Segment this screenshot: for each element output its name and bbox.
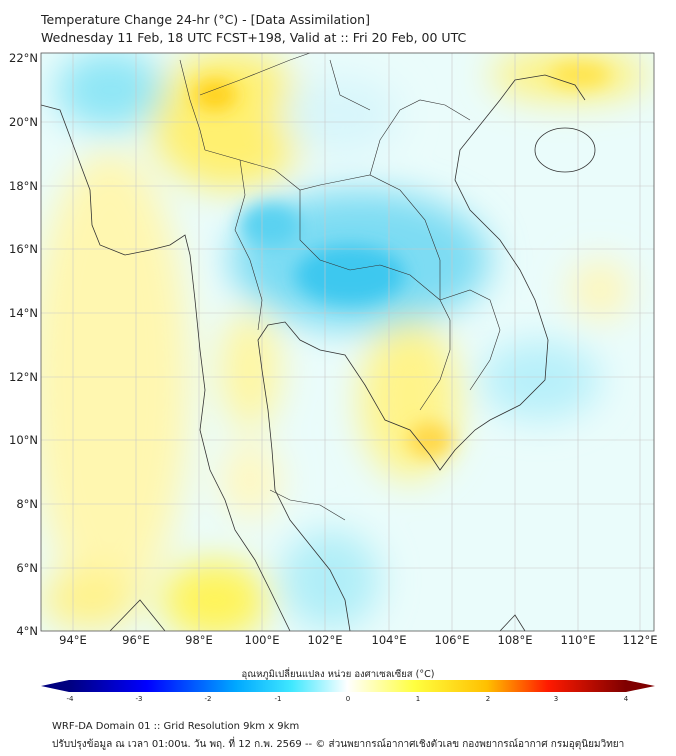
lat-label: 14°N: [9, 306, 38, 320]
lat-label: 8°N: [16, 497, 38, 511]
colorbar-tick: 0: [345, 695, 351, 703]
country-borders: [179, 53, 501, 521]
lon-label: 108°E: [497, 633, 533, 647]
colorbar-tick: -4: [66, 695, 74, 703]
lon-label: 104°E: [371, 633, 407, 647]
map-frame: [40, 52, 655, 632]
lon-label: 94°E: [59, 633, 87, 647]
colorbar-title: อุณหภูมิเปลี่ยนแปลง หน่วย องศาเซลเซียส (…: [241, 669, 435, 680]
lon-label: 102°E: [307, 633, 343, 647]
lat-label: 18°N: [9, 179, 38, 193]
footer-credit: ปรับปรุงข้อมูล ณ เวลา 01:00น. วัน พฤ. ที…: [52, 739, 625, 750]
colorbar: [41, 680, 655, 692]
lon-label: 98°E: [185, 633, 213, 647]
chart-title: Temperature Change 24-hr (°C) - [Data As…: [41, 12, 370, 27]
lat-label: 6°N: [16, 561, 38, 575]
colorbar-tick: -1: [274, 695, 282, 703]
temperature-field: [41, 53, 654, 631]
lat-label: 10°N: [9, 433, 38, 447]
lat-label: 4°N: [16, 624, 38, 638]
lon-label: 106°E: [434, 633, 470, 647]
colorbar-tick: 2: [485, 695, 491, 703]
lon-label: 100°E: [244, 633, 280, 647]
lon-label: 110°E: [560, 633, 596, 647]
gridlines: [41, 53, 654, 631]
colorbar-tick: 1: [415, 695, 421, 703]
coastlines: [41, 74, 596, 631]
lat-label: 20°N: [9, 115, 38, 129]
footer-model-info: WRF-DA Domain 01 :: Grid Resolution 9km …: [52, 721, 300, 732]
colorbar-tick: -3: [135, 695, 143, 703]
lon-label: 112°E: [622, 633, 658, 647]
colorbar-tick: -2: [204, 695, 212, 703]
chart-subtitle: Wednesday 11 Feb, 18 UTC FCST+198, Valid…: [41, 30, 467, 45]
lon-label: 96°E: [122, 633, 150, 647]
lat-label: 22°N: [9, 51, 38, 65]
lat-label: 16°N: [9, 242, 38, 256]
colorbar-tick: 4: [623, 695, 629, 703]
lat-label: 12°N: [9, 370, 38, 384]
colorbar-tick: 3: [553, 695, 559, 703]
